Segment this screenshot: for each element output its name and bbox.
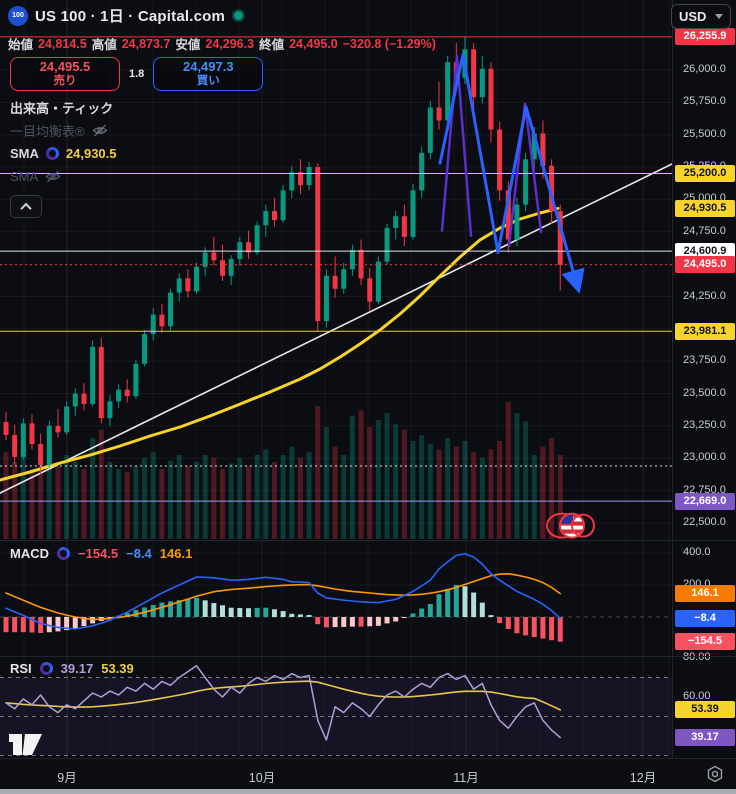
price-badge: 26,255.9 [675, 28, 735, 46]
macd-legend[interactable]: MACD −154.5 −8.4 146.1 [10, 546, 192, 561]
panel-separator[interactable] [0, 656, 736, 657]
symbol-title[interactable]: US 100 · 1日 · Capital.com [35, 8, 226, 25]
axis-settings-gear-icon[interactable] [706, 765, 724, 788]
price-badge: 24,495.0 [675, 256, 735, 274]
price-badge: 146.1 [675, 585, 735, 603]
spread-value: 1.8 [129, 68, 145, 80]
price-axis-label: 23,000.0 [683, 451, 726, 464]
open-value: 24,814.5 [38, 36, 87, 51]
drawings-layer [438, 53, 585, 294]
price-badge: 25,200.0 [675, 165, 735, 183]
price-badge: 24,600.9 [675, 242, 735, 260]
price-axis-label: 23,500.0 [683, 386, 726, 399]
close-value: 24,495.0 [289, 36, 338, 51]
rsi-axis-label: 60.00 [683, 690, 711, 702]
sma-legend-value: 24,930.5 [65, 146, 117, 161]
panel-separator[interactable] [0, 540, 736, 541]
rsi-loading-icon [39, 662, 53, 675]
price-badge: 23,981.1 [675, 322, 735, 340]
price-axis[interactable]: 26,000.025,750.025,500.025,250.025,000.0… [672, 0, 736, 758]
time-axis-label: 11月 [453, 771, 479, 785]
rsi-legend[interactable]: RSI 39.17 53.39 [10, 661, 134, 676]
close-label: 終値 [259, 38, 285, 52]
price-badge: 53.39 [675, 701, 735, 719]
price-axis-label: 24,750.0 [683, 224, 726, 237]
indicator-legend: 出来高・ティック 一目均衡表® SMA 24,930.5 SMA [10, 96, 117, 188]
price-axis-label: 25,750.0 [683, 95, 726, 108]
chart-header: 100 US 100 · 1日 · Capital.com [8, 5, 246, 26]
price-axis-label: 23,750.0 [683, 354, 726, 367]
macd-signal-value: 146.1 [159, 546, 193, 561]
rsi-panel-layer [0, 665, 672, 756]
price-axis-label: 25,500.0 [683, 127, 726, 140]
ohlc-row: 始値 24,814.5 高値 24,873.7 安値 24,296.3 終値 24,49… [8, 34, 436, 53]
eye-off-icon[interactable] [92, 124, 108, 137]
symbol-logo: 100 [8, 5, 28, 26]
buy-button[interactable]: 24,497.3 買い [153, 57, 264, 91]
market-status-icon[interactable] [232, 9, 246, 22]
time-axis-label: 12月 [629, 771, 657, 785]
window-edge [0, 789, 736, 794]
price-badge: 39.17 [675, 729, 735, 747]
price-badge: −8.4 [675, 609, 735, 627]
macd-panel-layer [0, 552, 672, 642]
price-badge: −154.5 [675, 633, 735, 651]
price-badge: 22,669.0 [675, 492, 735, 510]
collapse-legend-button[interactable] [10, 195, 42, 218]
sma-loading-icon [45, 147, 59, 160]
legend-sma[interactable]: SMA 24,930.5 [10, 142, 117, 165]
price-levels-layer [0, 36, 672, 502]
sell-button[interactable]: 24,495.5 売り [10, 57, 120, 91]
macd-hist-value: −154.5 [78, 546, 119, 561]
time-axis-label: 9月 [57, 771, 77, 785]
macd-line-value: −8.4 [126, 546, 152, 561]
high-label: 高値 [91, 38, 117, 52]
price-axis-label: 23,250.0 [683, 418, 726, 431]
legend-sma-hidden[interactable]: SMA [10, 165, 117, 188]
low-label: 安値 [175, 38, 201, 52]
price-axis-label: 24,250.0 [683, 289, 726, 302]
high-value: 24,873.7 [121, 36, 171, 51]
volume-bars-layer [3, 401, 563, 539]
legend-volume[interactable]: 出来高・ティック [10, 96, 117, 119]
sma-legend-label: SMA [10, 146, 39, 161]
low-value: 24,296.3 [205, 36, 255, 51]
rsi-value: 39.17 [60, 661, 94, 676]
volume-legend-label: 出来高・ティック [10, 101, 114, 116]
rsi-ma-value: 53.39 [101, 661, 134, 676]
chart-plot-area[interactable] [0, 0, 672, 758]
eye-off-icon[interactable] [45, 170, 61, 183]
time-axis-label: 10月 [248, 771, 276, 785]
trade-buttons: 24,495.5 売り 1.8 24,497.3 買い [10, 57, 264, 91]
chevron-up-icon [20, 202, 32, 214]
chevron-down-icon [715, 14, 723, 19]
time-axis[interactable]: 9月 10月 11月 12月 [0, 758, 736, 789]
price-axis-label: 22,500.0 [683, 516, 726, 528]
legend-ichimoku[interactable]: 一目均衡表® [10, 119, 117, 142]
rsi-label: RSI [10, 661, 32, 676]
macd-loading-icon [57, 547, 70, 560]
sell-label: 売り [53, 74, 77, 87]
buy-label: 買い [196, 74, 220, 87]
symbol-logo-text: 100 [12, 12, 24, 19]
price-axis-label: 26,000.0 [683, 63, 726, 75]
macd-label: MACD [10, 546, 49, 561]
macd-axis-label: 400.0 [683, 546, 711, 558]
event-flag-marker [546, 512, 595, 539]
grid-layer [0, 0, 672, 758]
sma2-legend-label: SMA [10, 169, 39, 184]
change-value: −320.8 (−1.29%) [342, 36, 436, 51]
currency-value: USD [679, 9, 707, 24]
tradingview-logo-icon[interactable] [9, 733, 43, 761]
ichimoku-legend-label: 一目均衡表® [10, 124, 85, 139]
sell-price: 24,495.5 [39, 58, 91, 74]
open-label: 始値 [8, 38, 34, 52]
price-badge: 24,930.5 [675, 199, 735, 217]
currency-selector[interactable]: USD [671, 4, 731, 29]
rsi-axis-label: 80.00 [683, 651, 711, 663]
buy-price: 24,497.3 [182, 58, 234, 74]
